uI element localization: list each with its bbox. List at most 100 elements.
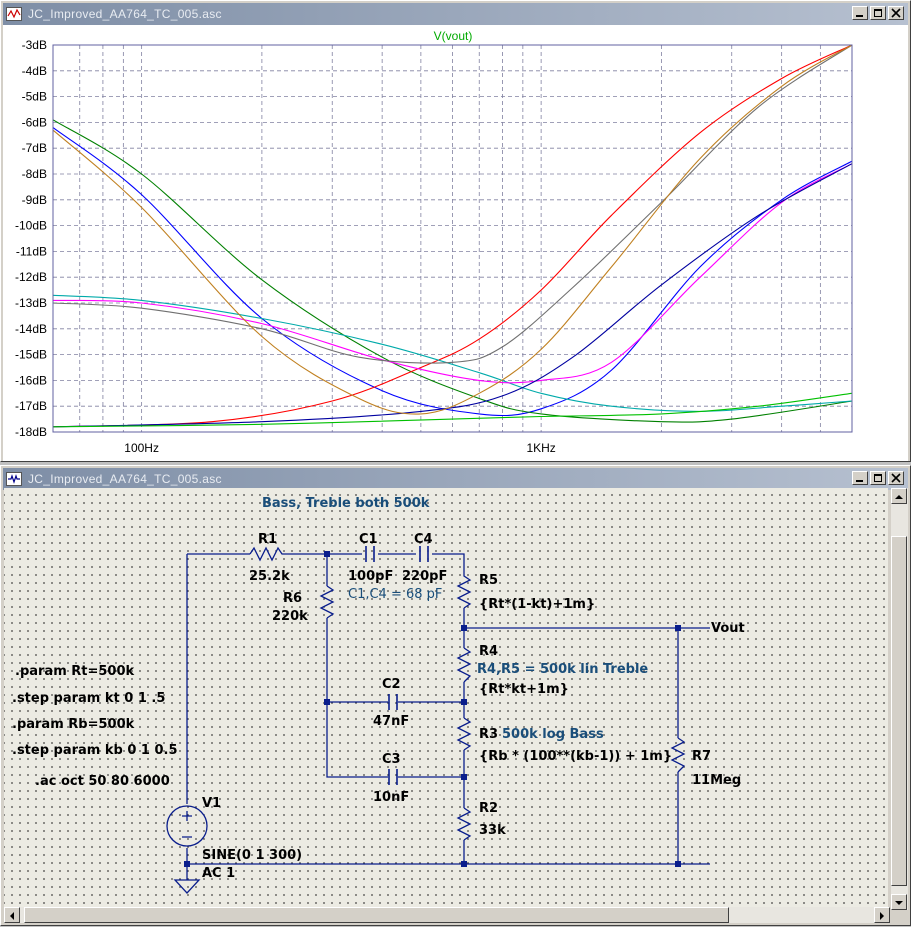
r2-symbol xyxy=(456,807,472,841)
schematic-app-icon xyxy=(6,472,22,486)
c1-symbol xyxy=(365,546,375,562)
x-tick-label: 100Hz xyxy=(124,441,159,455)
v1-ac[interactable]: AC 1 xyxy=(202,866,235,881)
scroll-right-button[interactable] xyxy=(874,907,890,923)
series-line-0 xyxy=(52,127,853,417)
c4-name[interactable]: C4 xyxy=(414,532,433,547)
y-tick-label: -6dB xyxy=(22,115,47,129)
scroll-up-button[interactable] xyxy=(891,488,907,504)
r3-name[interactable]: R3 xyxy=(479,727,498,742)
c3-value[interactable]: 10nF xyxy=(373,790,409,805)
bode-plot: V(vout) -3dB -4dB -5dB -6dB -7dB -8dB -9dB -10d… xyxy=(15,29,853,455)
c3-symbol xyxy=(388,769,398,785)
c4-value[interactable]: 220pF xyxy=(402,569,447,584)
trace-label[interactable]: V(vout) xyxy=(434,29,473,43)
r3-value[interactable]: {Rb * (100**(kb-1)) + 1m} xyxy=(479,749,672,764)
ground-icon xyxy=(173,879,201,894)
y-tick-label: -9dB xyxy=(22,193,47,207)
x-tick-label: 1KHz xyxy=(526,441,555,455)
r7-symbol xyxy=(670,737,686,773)
series-line-2 xyxy=(52,44,853,428)
r6-name[interactable]: R6 xyxy=(283,591,302,606)
grid xyxy=(53,45,852,432)
vout-label[interactable]: Vout xyxy=(711,621,745,636)
scroll-down-button[interactable] xyxy=(891,894,907,910)
plot-window-title: JC_Improved_AA764_TC_005.asc xyxy=(28,7,222,21)
series-line-6 xyxy=(52,163,853,428)
schematic-window-title: JC_Improved_AA764_TC_005.asc xyxy=(28,472,222,486)
plot-frame xyxy=(52,44,853,433)
waveform-app-icon xyxy=(6,7,22,21)
c1-value[interactable]: 100pF xyxy=(348,569,393,584)
r6-symbol xyxy=(319,585,335,619)
schematic-canvas[interactable]: Bass, Treble both 500k R1 25.2k C1 100pF… xyxy=(4,488,888,910)
r5-value[interactable]: {Rt*(1-kt)+1m} xyxy=(479,597,595,612)
y-tick-label: -12dB xyxy=(15,270,47,284)
c2-name[interactable]: C2 xyxy=(382,677,401,692)
r3-note[interactable]: 500k log Bass xyxy=(502,727,604,742)
y-tick-label: -17dB xyxy=(15,399,47,413)
y-tick-label: -14dB xyxy=(15,322,47,336)
series-group xyxy=(52,44,853,428)
y-tick-label: -10dB xyxy=(15,219,47,233)
restore-button[interactable] xyxy=(870,6,886,20)
junction-nodes xyxy=(184,551,681,867)
r1-symbol xyxy=(249,546,286,562)
minimize-button[interactable] xyxy=(852,471,868,485)
horizontal-scrollbar[interactable] xyxy=(4,907,890,923)
r4-symbol xyxy=(456,647,472,683)
arrow-left-icon xyxy=(10,912,14,920)
r2-value[interactable]: 33k xyxy=(479,823,506,838)
schematic-window: JC_Improved_AA764_TC_005.asc xyxy=(0,465,911,926)
minimize-icon xyxy=(856,15,863,17)
restore-icon xyxy=(874,474,882,482)
r5-name[interactable]: R5 xyxy=(479,573,498,588)
r7-value[interactable]: 11Meg xyxy=(692,773,741,788)
labels: Bass, Treble both 500k R1 25.2k C1 100pF… xyxy=(12,496,745,881)
close-icon xyxy=(891,473,901,483)
close-button[interactable] xyxy=(888,6,904,20)
r6-value[interactable]: 220k xyxy=(272,609,308,624)
r2-name[interactable]: R2 xyxy=(479,801,498,816)
directive-step-kt[interactable]: .step param kt 0 1 .5 xyxy=(12,691,165,706)
r1-name[interactable]: R1 xyxy=(258,532,277,547)
arrow-up-icon xyxy=(895,495,903,499)
r4r5-note[interactable]: R4,R5 = 500k lin Treble xyxy=(477,662,648,677)
close-icon xyxy=(891,8,901,18)
scroll-left-button[interactable] xyxy=(4,907,20,923)
c2-value[interactable]: 47nF xyxy=(373,714,409,729)
v1-value[interactable]: SINE(0 1 300) xyxy=(202,848,302,863)
vertical-scroll-thumb[interactable] xyxy=(891,536,907,886)
directive-ac[interactable]: .ac oct 50 80 6000 xyxy=(35,774,170,789)
y-tick-label: -16dB xyxy=(15,373,47,387)
v1-name[interactable]: V1 xyxy=(202,796,221,811)
arrow-right-icon xyxy=(880,912,884,920)
directive-param-rt[interactable]: .param Rt=500k xyxy=(15,664,135,679)
series-line-4 xyxy=(52,163,853,384)
minimize-button[interactable] xyxy=(852,6,868,20)
vertical-scrollbar[interactable] xyxy=(891,488,908,910)
v1-source-symbol xyxy=(166,805,208,847)
r1-value[interactable]: 25.2k xyxy=(249,569,290,584)
c3-name[interactable]: C3 xyxy=(382,752,401,767)
c1-name[interactable]: C1 xyxy=(359,532,378,547)
restore-button[interactable] xyxy=(870,471,886,485)
r7-name[interactable]: R7 xyxy=(692,749,711,764)
schematic-titlebar[interactable]: JC_Improved_AA764_TC_005.asc xyxy=(3,468,908,490)
r5-symbol xyxy=(456,563,472,609)
directive-step-kb[interactable]: .step param kb 0 1 0.5 xyxy=(12,743,178,758)
r4-name[interactable]: R4 xyxy=(479,644,498,659)
directive-param-rb[interactable]: .param Rb=500k xyxy=(12,717,135,732)
series-line-5 xyxy=(52,44,853,364)
plot-titlebar[interactable]: JC_Improved_AA764_TC_005.asc xyxy=(3,3,908,25)
y-tick-label: -3dB xyxy=(22,38,47,52)
restore-icon xyxy=(874,9,882,17)
tick-labels: -3dB -4dB -5dB -6dB -7dB -8dB -9dB -10dB -11dB -1… xyxy=(15,38,556,455)
plot-area[interactable]: V(vout) -3dB -4dB -5dB -6dB -7dB -8dB -9dB -10d… xyxy=(3,25,908,461)
r4-value[interactable]: {Rt*kt+1m} xyxy=(479,682,569,697)
close-button[interactable] xyxy=(888,471,904,485)
minimize-icon xyxy=(856,480,863,482)
horizontal-scroll-thumb[interactable] xyxy=(24,907,729,923)
c1c4-note[interactable]: C1,C4 = 68 pF xyxy=(348,587,442,602)
arrow-down-icon xyxy=(895,901,903,905)
